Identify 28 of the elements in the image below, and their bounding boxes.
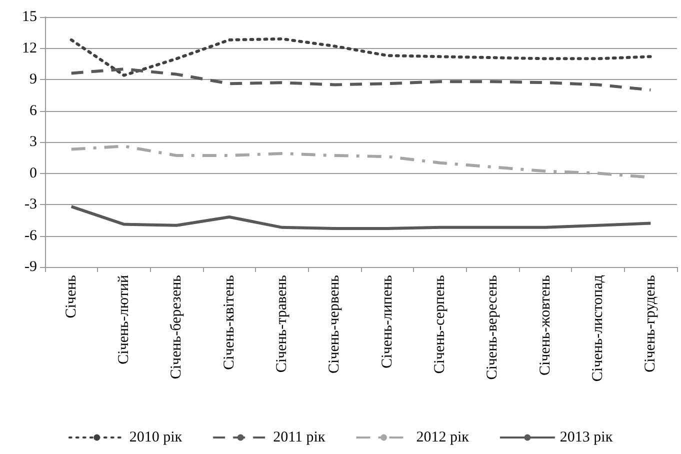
y-tick-label: 15	[22, 9, 37, 25]
y-tick-label: 3	[30, 134, 37, 150]
y-tick-label: 9	[30, 72, 37, 88]
y-tick-label: 12	[22, 40, 37, 56]
x-tick-label: Січень-грудень	[642, 274, 659, 372]
line-series	[70, 37, 652, 77]
legend-label: 2011 рік	[273, 430, 326, 446]
legend-label: 2012 рік	[416, 430, 470, 446]
x-tick-label: Січень	[63, 274, 80, 318]
x-tick-label: Січень-березень	[168, 274, 185, 380]
x-tick-label: Січень-листопад	[590, 274, 606, 382]
x-tick-label: Січень-жовтень	[537, 274, 554, 376]
y-tick-label: -3	[24, 196, 37, 212]
line-series	[70, 68, 652, 92]
y-tick-label: 6	[30, 102, 38, 119]
x-tick-label: Січень-вересень	[484, 274, 501, 380]
legend-label: 2013 рік	[560, 430, 614, 446]
x-tick-label: Січень-травень	[274, 274, 290, 373]
x-tick-label: Січень-червень	[326, 274, 343, 374]
y-tick-label: -9	[24, 259, 37, 275]
x-tick-label: Січень-лютий	[116, 275, 132, 364]
legend-label: 2010 рік	[129, 430, 183, 446]
x-tick-label: Січень-квітень	[221, 274, 238, 370]
y-tick-label: -6	[24, 228, 38, 244]
x-tick-label: Січень-серпень	[432, 274, 448, 374]
x-tick-label: Січень-липень	[379, 274, 396, 368]
y-tick-label: 0	[30, 165, 37, 182]
line-series	[70, 205, 652, 230]
